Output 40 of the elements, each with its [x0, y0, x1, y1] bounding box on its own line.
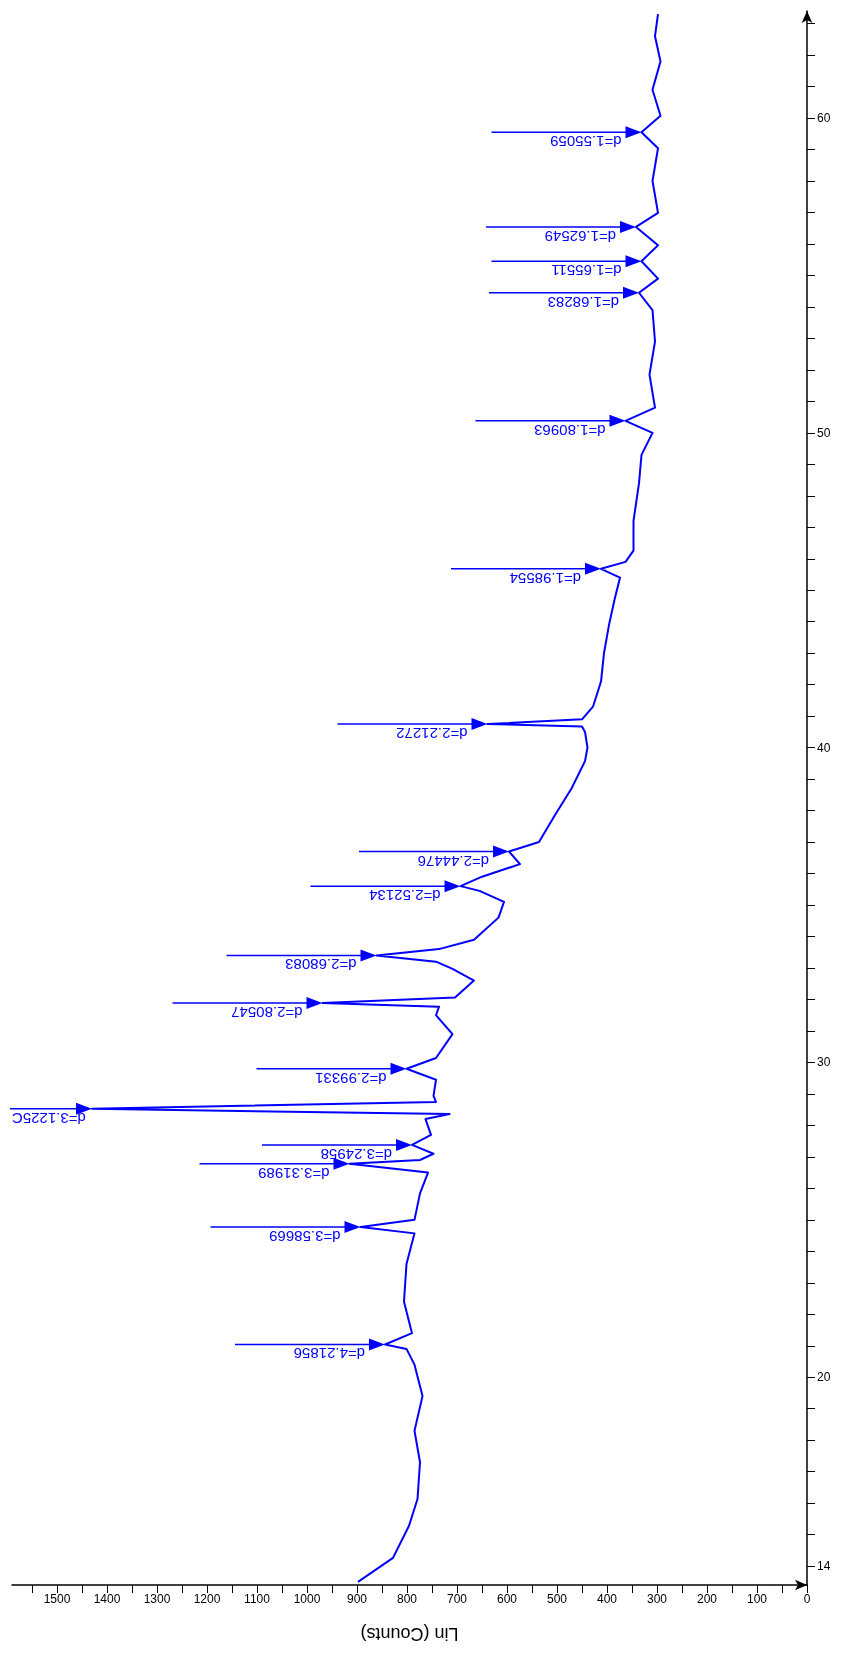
x-tick-label: 1400 [93, 1592, 121, 1606]
x-tick-label: 200 [696, 1592, 718, 1606]
annotation: d=2.99331 [315, 1069, 387, 1087]
x-tick-label: 800 [396, 1592, 418, 1606]
x-tick-label: 1100 [244, 1592, 271, 1606]
x-axis-title: Lin (Counts) [360, 1624, 459, 1644]
annotation: d=2.21272 [396, 725, 468, 743]
y-tick-label: 30 [817, 1055, 831, 1070]
x-tick-label: 0 [803, 1592, 811, 1606]
annotation: d=1.80963 [534, 421, 606, 439]
annotation: d=3.31989 [258, 1164, 330, 1182]
x-tick-label: 300 [646, 1592, 668, 1606]
annotation: d=1.62549 [544, 227, 616, 245]
x-tick-label: 600 [496, 1592, 518, 1606]
y-tick-label: 14 [817, 1559, 831, 1574]
x-tick-label: 1300 [143, 1592, 171, 1606]
annotation: d=3.1225C [11, 1109, 86, 1127]
annotation: d=2.68083 [285, 956, 357, 974]
x-tick-label: 500 [546, 1592, 568, 1606]
annotation: d=3.58669 [269, 1228, 341, 1246]
x-tick-label: 100 [746, 1592, 768, 1606]
x-tick-label: 1000 [293, 1592, 321, 1606]
annotation: d=1.55059 [550, 133, 622, 151]
annotation: d=2.80547 [231, 1003, 303, 1021]
annotation: d=2.44476 [417, 852, 489, 870]
y-tick-label: 40 [817, 740, 831, 755]
x-tick-label: 700 [446, 1592, 468, 1606]
y-tick-label: 60 [817, 111, 831, 126]
x-tick-label: 1200 [193, 1592, 221, 1606]
annotation: d=2.52134 [369, 887, 441, 905]
x-tick-label: 400 [596, 1592, 618, 1606]
annotation: d=1.98554 [509, 569, 581, 587]
annotation: d=3.24958 [320, 1145, 392, 1163]
annotation: d=4.21856 [293, 1345, 365, 1363]
annotation: d=1.68283 [547, 293, 619, 311]
y-tick-label: 20 [817, 1370, 831, 1385]
x-tick-label: 1500 [43, 1592, 71, 1606]
y-tick-label: 50 [817, 425, 831, 440]
annotation: d=1.65511 [551, 262, 622, 280]
x-tick-label: 900 [346, 1592, 368, 1606]
